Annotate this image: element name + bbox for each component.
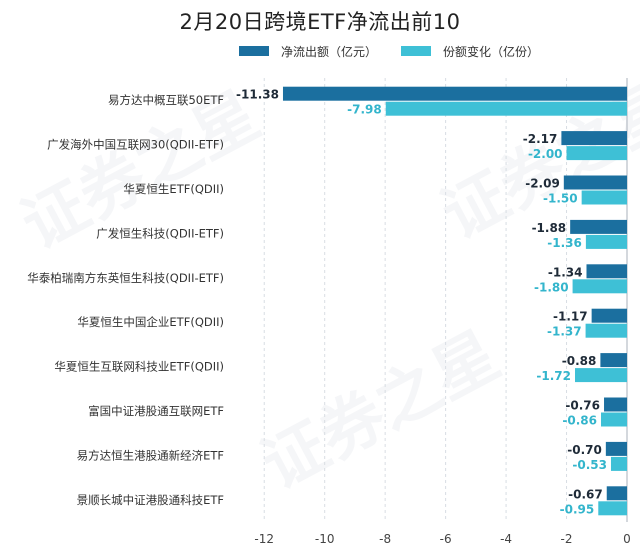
bar-share-change <box>585 323 627 338</box>
bar-net-outflow <box>600 353 627 368</box>
data-label: -1.37 <box>547 325 582 339</box>
legend: 净流出额（亿元） 份额变化（亿份） <box>239 44 539 59</box>
x-tick-label: -12 <box>254 532 274 546</box>
bar-net-outflow <box>591 308 627 323</box>
data-label: -2.17 <box>523 132 558 146</box>
x-tick-label: -2 <box>561 532 573 546</box>
data-label: -0.95 <box>560 502 595 516</box>
category-label: 华泰柏瑞南方东英恒生科技(QDII-ETF) <box>27 271 224 285</box>
category-label: 广发海外中国互联网30(QDII-ETF) <box>47 138 224 152</box>
bar-share-change <box>566 146 627 161</box>
chart-title: 2月20日跨境ETF净流出前10 <box>179 10 461 34</box>
category-label: 华夏恒生ETF(QDII) <box>123 182 224 196</box>
data-label: -0.70 <box>567 443 602 457</box>
x-tick-label: -4 <box>500 532 512 546</box>
bars: -11.38-7.98-2.17-2.00-2.09-1.50-1.88-1.3… <box>236 86 627 516</box>
bar-net-outflow <box>586 264 627 279</box>
category-label: 景顺长城中证港股通科技ETF <box>77 493 224 507</box>
legend-label: 份额变化（亿份） <box>443 44 539 59</box>
data-label: -0.67 <box>568 487 603 501</box>
category-label: 富国中证港股通互联网ETF <box>88 404 224 418</box>
bar-net-outflow <box>604 397 627 412</box>
data-label: -1.80 <box>534 280 569 294</box>
data-label: -2.09 <box>525 177 560 191</box>
bar-net-outflow <box>605 441 627 456</box>
category-label: 华夏恒生中国企业ETF(QDII) <box>77 315 224 329</box>
data-label: -1.72 <box>536 369 571 383</box>
category-label: 华夏恒生互联网科技业ETF(QDII) <box>54 360 224 374</box>
bar-net-outflow <box>570 219 627 234</box>
data-label: -1.50 <box>543 192 578 206</box>
x-axis-ticks: -12 -10 -8 -6 -4 -2 0 <box>254 532 630 546</box>
data-label: -0.76 <box>565 399 600 413</box>
x-tick-label: -6 <box>440 532 452 546</box>
x-tick-label: -10 <box>315 532 335 546</box>
bar-net-outflow <box>563 175 627 190</box>
x-tick-label: -8 <box>379 532 391 546</box>
x-tick-label: 0 <box>623 532 631 546</box>
data-label: -0.88 <box>562 354 597 368</box>
bar-share-change <box>598 501 627 516</box>
bar-net-outflow <box>282 86 627 101</box>
data-label: -0.53 <box>572 458 607 472</box>
data-label: -0.86 <box>562 414 597 428</box>
bar-share-change <box>385 101 627 116</box>
legend-swatch <box>401 46 431 56</box>
data-label: -1.36 <box>547 236 582 250</box>
legend-swatch <box>239 46 269 56</box>
legend-label: 净流出额（亿元） <box>281 44 377 59</box>
category-label: 易方达恒生港股通新经济ETF <box>77 448 224 462</box>
category-labels: 易方达中概互联50ETF 广发海外中国互联网30(QDII-ETF) 华夏恒生ETF… <box>27 93 224 507</box>
bar-share-change <box>585 234 627 249</box>
bar-share-change <box>572 279 627 294</box>
data-label: -1.88 <box>532 221 567 235</box>
data-label: -7.98 <box>347 103 382 117</box>
bar-net-outflow <box>606 486 627 501</box>
bar-share-change <box>610 456 627 471</box>
data-label: -1.34 <box>548 265 583 279</box>
data-label: -1.17 <box>553 310 588 324</box>
bar-share-change <box>575 368 627 383</box>
category-label: 广发恒生科技(QDII-ETF) <box>96 226 224 240</box>
category-label: 易方达中概互联50ETF <box>108 93 224 107</box>
bar-share-change <box>581 190 627 205</box>
data-label: -2.00 <box>528 147 563 161</box>
bar-net-outflow <box>561 131 627 146</box>
bar-share-change <box>601 412 627 427</box>
data-label: -11.38 <box>236 88 279 102</box>
